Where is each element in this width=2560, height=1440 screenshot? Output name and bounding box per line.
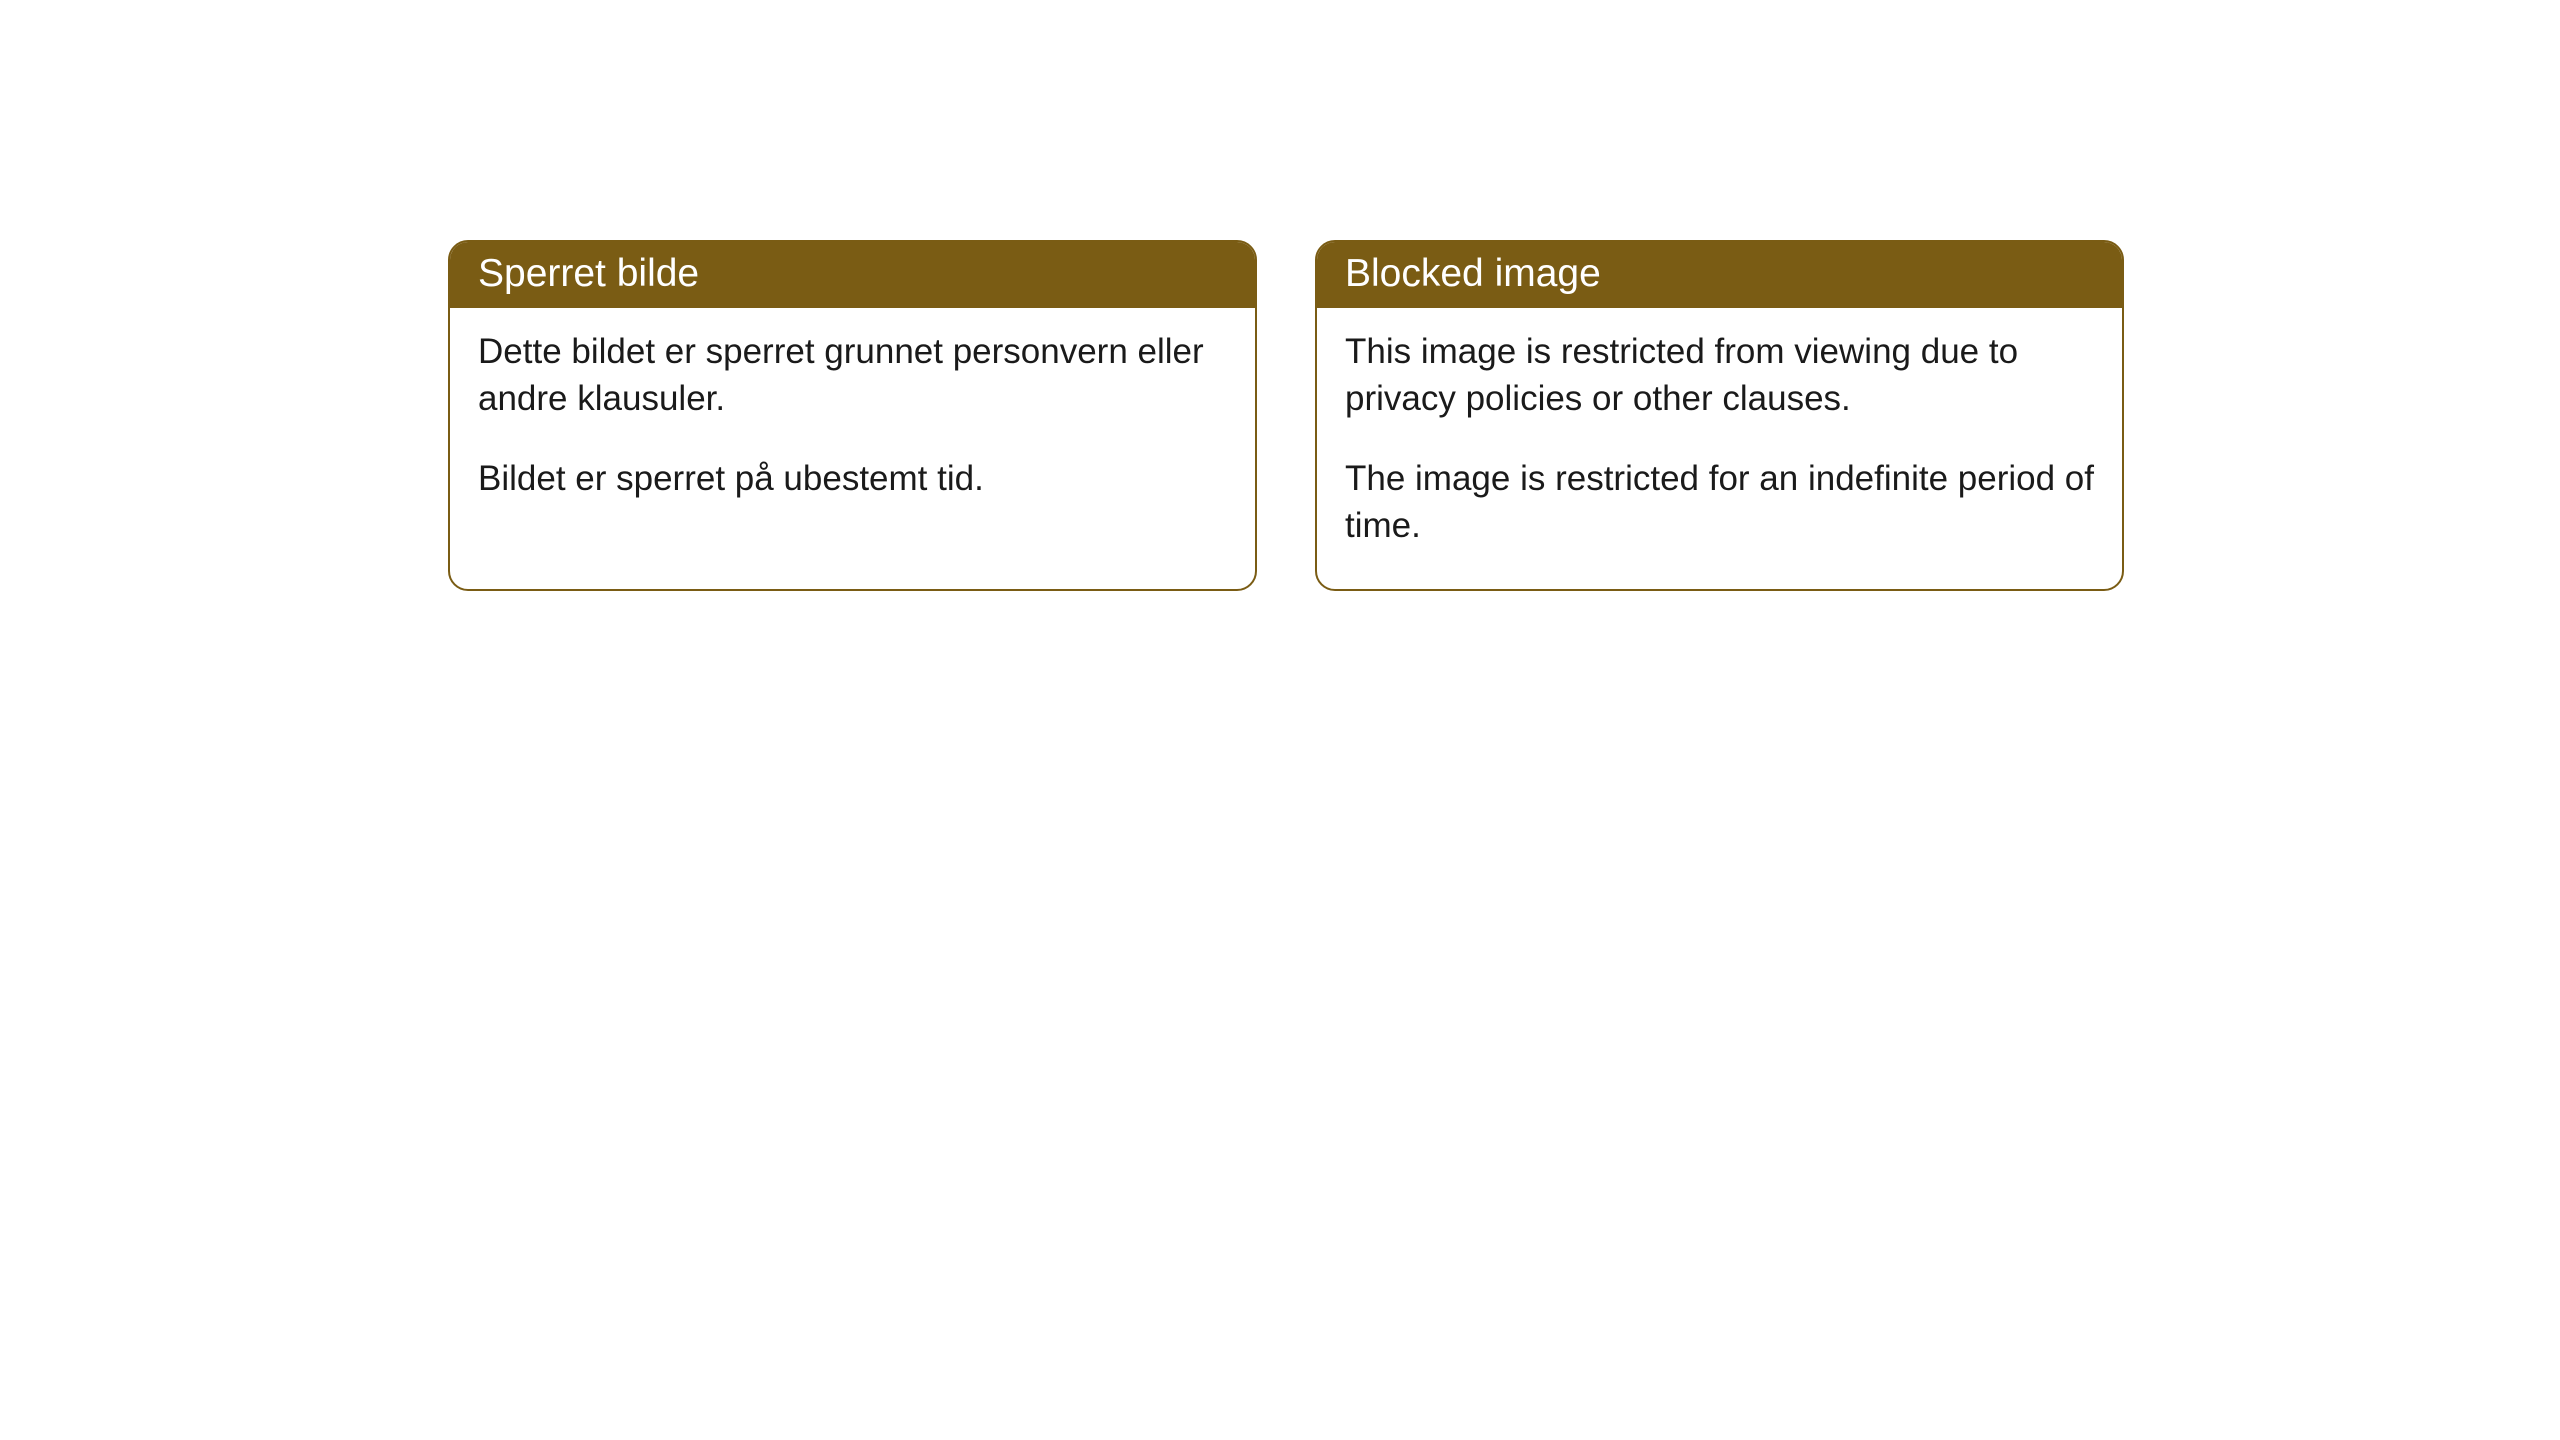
card-body: This image is restricted from viewing du… bbox=[1317, 308, 2122, 589]
card-title: Blocked image bbox=[1317, 242, 2122, 308]
card-paragraph: The image is restricted for an indefinit… bbox=[1345, 455, 2094, 550]
card-body: Dette bildet er sperret grunnet personve… bbox=[450, 308, 1255, 542]
card-title: Sperret bilde bbox=[450, 242, 1255, 308]
card-paragraph: Dette bildet er sperret grunnet personve… bbox=[478, 328, 1227, 423]
card-paragraph: Bildet er sperret på ubestemt tid. bbox=[478, 455, 1227, 502]
card-paragraph: This image is restricted from viewing du… bbox=[1345, 328, 2094, 423]
notice-card-english: Blocked image This image is restricted f… bbox=[1315, 240, 2124, 591]
notice-cards-container: Sperret bilde Dette bildet er sperret gr… bbox=[0, 0, 2560, 591]
notice-card-norwegian: Sperret bilde Dette bildet er sperret gr… bbox=[448, 240, 1257, 591]
